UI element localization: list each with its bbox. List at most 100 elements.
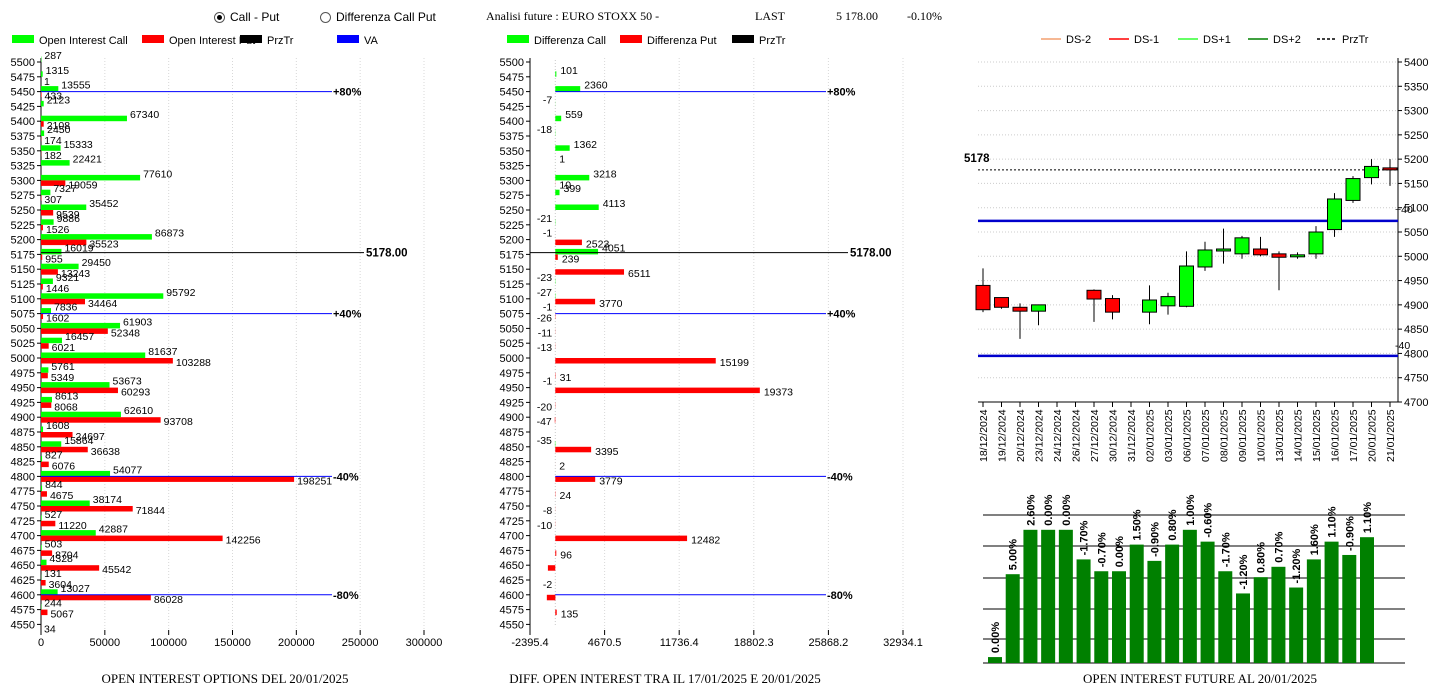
diff-call-label: -7	[543, 94, 552, 106]
future-oi-label: 0.70%	[1273, 531, 1285, 562]
y-tick-label: 4750	[11, 501, 35, 513]
x-date-label: 20/01/2025	[1367, 409, 1379, 462]
y-tick-label: 5300	[500, 175, 524, 187]
x-date-label: 03/01/2025	[1163, 409, 1175, 462]
diff-put-bar	[555, 536, 687, 542]
oi-put-bar	[41, 373, 48, 379]
future-oi-bar	[1342, 555, 1356, 663]
x-date-label: 02/01/2025	[1145, 409, 1157, 462]
x-tick-label: 250000	[342, 637, 379, 649]
y-tick-label: 5175	[11, 249, 35, 261]
diff-call-label: 1	[559, 154, 565, 166]
y-tick-label: 5275	[11, 190, 35, 202]
y-tick-label: 4850	[11, 442, 35, 454]
future-oi-bar	[1183, 530, 1197, 663]
y-tick-label: 5100	[500, 294, 524, 306]
oi-call-bar	[41, 353, 145, 359]
x-tick-label: -2395.4	[511, 637, 548, 649]
oi-put-bar	[41, 343, 49, 349]
y-tick-label: 4550	[11, 619, 35, 631]
oi-call-label: 67340	[130, 109, 159, 121]
y-tick-label: 4950	[1404, 276, 1428, 288]
y-tick-label: 5125	[11, 279, 35, 291]
future-oi-label: -0.90%	[1344, 516, 1356, 551]
future-oi-bar	[1325, 542, 1339, 663]
x-date-label: 19/12/2024	[997, 409, 1009, 462]
y-tick-label: 4950	[11, 383, 35, 395]
future-oi-label: 0.00%	[990, 622, 1002, 653]
y-tick-label: 5050	[11, 323, 35, 335]
y-tick-label: 5175	[500, 249, 524, 261]
y-tick-label: 5450	[11, 87, 35, 99]
oi-call-bar	[41, 515, 42, 521]
future-oi-label: -1.20%	[1291, 548, 1303, 583]
oi-call-bar	[41, 545, 42, 551]
diff-put-label: 12482	[691, 535, 720, 547]
y-tick-label: 4725	[500, 516, 524, 528]
diff-call-bar	[555, 190, 559, 196]
diff-call-bar	[555, 205, 598, 211]
diff-call-label: 2360	[584, 80, 608, 92]
y-tick-label: 5400	[11, 116, 35, 128]
x-tick-label: 200000	[278, 637, 315, 649]
y-tick-label: 5150	[11, 264, 35, 276]
candle-body	[1032, 305, 1046, 311]
y-tick-label: 5150	[500, 264, 524, 276]
x-tick-label: 32934.1	[883, 637, 923, 649]
y-tick-label: 4750	[1404, 373, 1428, 385]
y-tick-label: 4925	[11, 397, 35, 409]
candle-body	[995, 298, 1009, 308]
x-date-label: 20/12/2024	[1015, 409, 1027, 462]
future-oi-bar	[1360, 537, 1374, 663]
diff-call-bar	[555, 145, 569, 151]
future-oi-label: -1.20%	[1238, 554, 1250, 589]
future-oi-label: 0.80%	[1167, 509, 1179, 540]
x-tick-label: 4670.5	[588, 637, 622, 649]
oi-put-label: 86028	[154, 594, 183, 606]
y-tick-label: 5325	[11, 161, 35, 173]
oi-call-label: 287	[44, 50, 62, 62]
x-date-label: 13/01/2025	[1274, 409, 1286, 462]
diff-put-label: 19373	[764, 387, 793, 399]
oi-call-bar	[41, 530, 96, 536]
future-oi-label: 1.50%	[1132, 509, 1144, 540]
diff-put-label: 3770	[599, 298, 623, 310]
y-tick-label: 5250	[11, 205, 35, 217]
candle-body	[1013, 307, 1027, 311]
legend-label: PrzTr	[759, 35, 786, 47]
diff-call-label: 1362	[574, 139, 598, 151]
oi-put-bar	[41, 491, 47, 497]
diff-put-label: 6511	[628, 268, 651, 280]
y-tick-label: 5200	[1404, 154, 1428, 166]
oi-call-bar	[41, 471, 110, 477]
future-oi-bar	[1254, 577, 1268, 663]
oi-put-bar	[41, 225, 43, 231]
oi-call-label: 81637	[148, 346, 177, 358]
y-tick-label: 4825	[500, 457, 524, 469]
future-oi-bar	[1201, 542, 1215, 663]
y-tick-label: 5200	[11, 235, 35, 247]
va-level-label: +40%	[333, 309, 362, 321]
oi-put-label: 34464	[88, 298, 117, 310]
diff-call-label: -18	[537, 124, 552, 136]
y-tick-label: 4800	[500, 471, 524, 483]
oi-put-label: 1	[44, 76, 50, 88]
diff-put-label: 3779	[599, 475, 623, 487]
legend-label: Differenza Put	[647, 35, 717, 47]
oi-call-label: 95792	[166, 287, 195, 299]
candle-body	[1309, 232, 1323, 254]
diff-put-label: 24	[560, 490, 572, 502]
y-tick-label: 4700	[1404, 397, 1428, 409]
y-tick-label: 5375	[11, 131, 35, 143]
y-tick-label: 4600	[11, 590, 35, 602]
y-tick-label: 4725	[11, 516, 35, 528]
oi-call-bar	[41, 486, 42, 492]
future-oi-label: 1.60%	[1309, 524, 1321, 555]
va-level-label: -40%	[827, 471, 853, 483]
future-oi-bar	[1130, 545, 1144, 663]
oi-put-label: 11220	[58, 520, 87, 532]
x-tick-label: 0	[38, 637, 44, 649]
diff-put-bar	[555, 388, 760, 394]
diff-put-bar	[548, 565, 555, 571]
y-tick-label: 5000	[500, 353, 524, 365]
